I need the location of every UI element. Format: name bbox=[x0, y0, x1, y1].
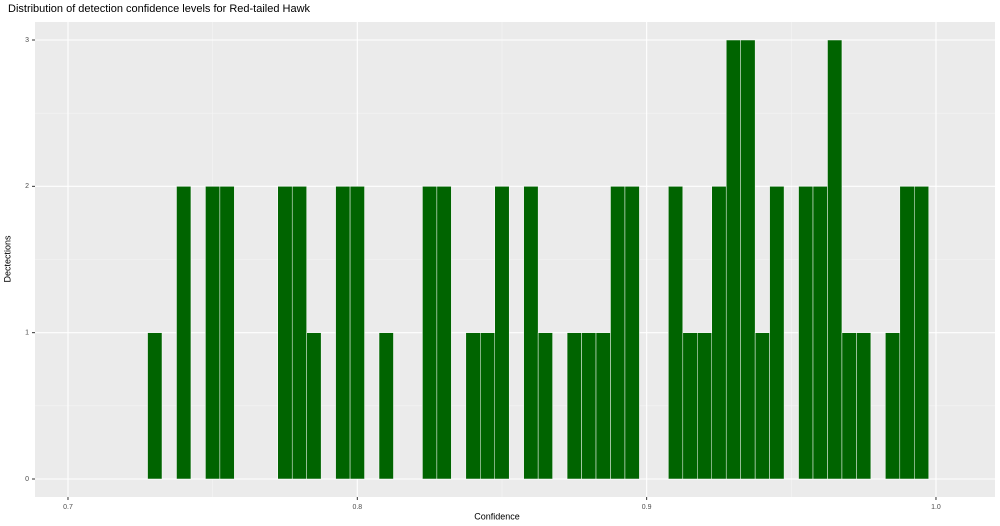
bar bbox=[378, 332, 394, 480]
bar bbox=[725, 39, 741, 480]
bar bbox=[595, 332, 611, 480]
bar bbox=[610, 186, 626, 480]
bar bbox=[205, 186, 221, 480]
bar bbox=[277, 186, 293, 480]
bar bbox=[899, 186, 915, 480]
bar bbox=[335, 186, 351, 480]
bar bbox=[480, 332, 495, 480]
chart-title: Distribution of detection confidence lev… bbox=[8, 3, 311, 15]
bar bbox=[624, 186, 640, 480]
bar bbox=[349, 186, 365, 480]
bar bbox=[291, 186, 307, 480]
bar bbox=[841, 332, 857, 480]
x-axis-label: Confidence bbox=[474, 511, 520, 521]
x-tick-label: 0.8 bbox=[352, 504, 362, 511]
y-tick-label: 2 bbox=[25, 183, 29, 190]
bar bbox=[769, 186, 785, 480]
bar bbox=[754, 332, 770, 480]
bar bbox=[465, 332, 481, 480]
bar bbox=[827, 39, 843, 480]
bar bbox=[885, 332, 901, 480]
bar bbox=[537, 332, 553, 480]
bar bbox=[914, 186, 929, 480]
bar bbox=[711, 186, 727, 480]
x-tick-label: 0.9 bbox=[642, 504, 652, 511]
bar bbox=[436, 186, 452, 480]
y-axis-label: Dectections bbox=[2, 235, 12, 283]
bar bbox=[176, 186, 192, 480]
bar bbox=[219, 186, 235, 480]
y-tick-label: 0 bbox=[25, 476, 29, 483]
bar bbox=[494, 186, 510, 480]
x-tick-label: 1.0 bbox=[931, 504, 941, 511]
bar bbox=[697, 332, 712, 480]
bar bbox=[147, 332, 163, 480]
bar bbox=[306, 332, 322, 480]
bar bbox=[856, 332, 872, 480]
bar bbox=[523, 186, 539, 480]
bar bbox=[798, 186, 814, 480]
bar bbox=[566, 332, 582, 480]
bar bbox=[740, 39, 756, 480]
y-tick-label: 1 bbox=[25, 330, 29, 337]
bar bbox=[581, 332, 597, 480]
bar bbox=[812, 186, 828, 480]
x-tick-label: 0.7 bbox=[63, 504, 73, 511]
bar bbox=[422, 186, 438, 480]
bar bbox=[668, 186, 684, 480]
y-tick-label: 3 bbox=[25, 37, 29, 44]
bar bbox=[682, 332, 698, 480]
